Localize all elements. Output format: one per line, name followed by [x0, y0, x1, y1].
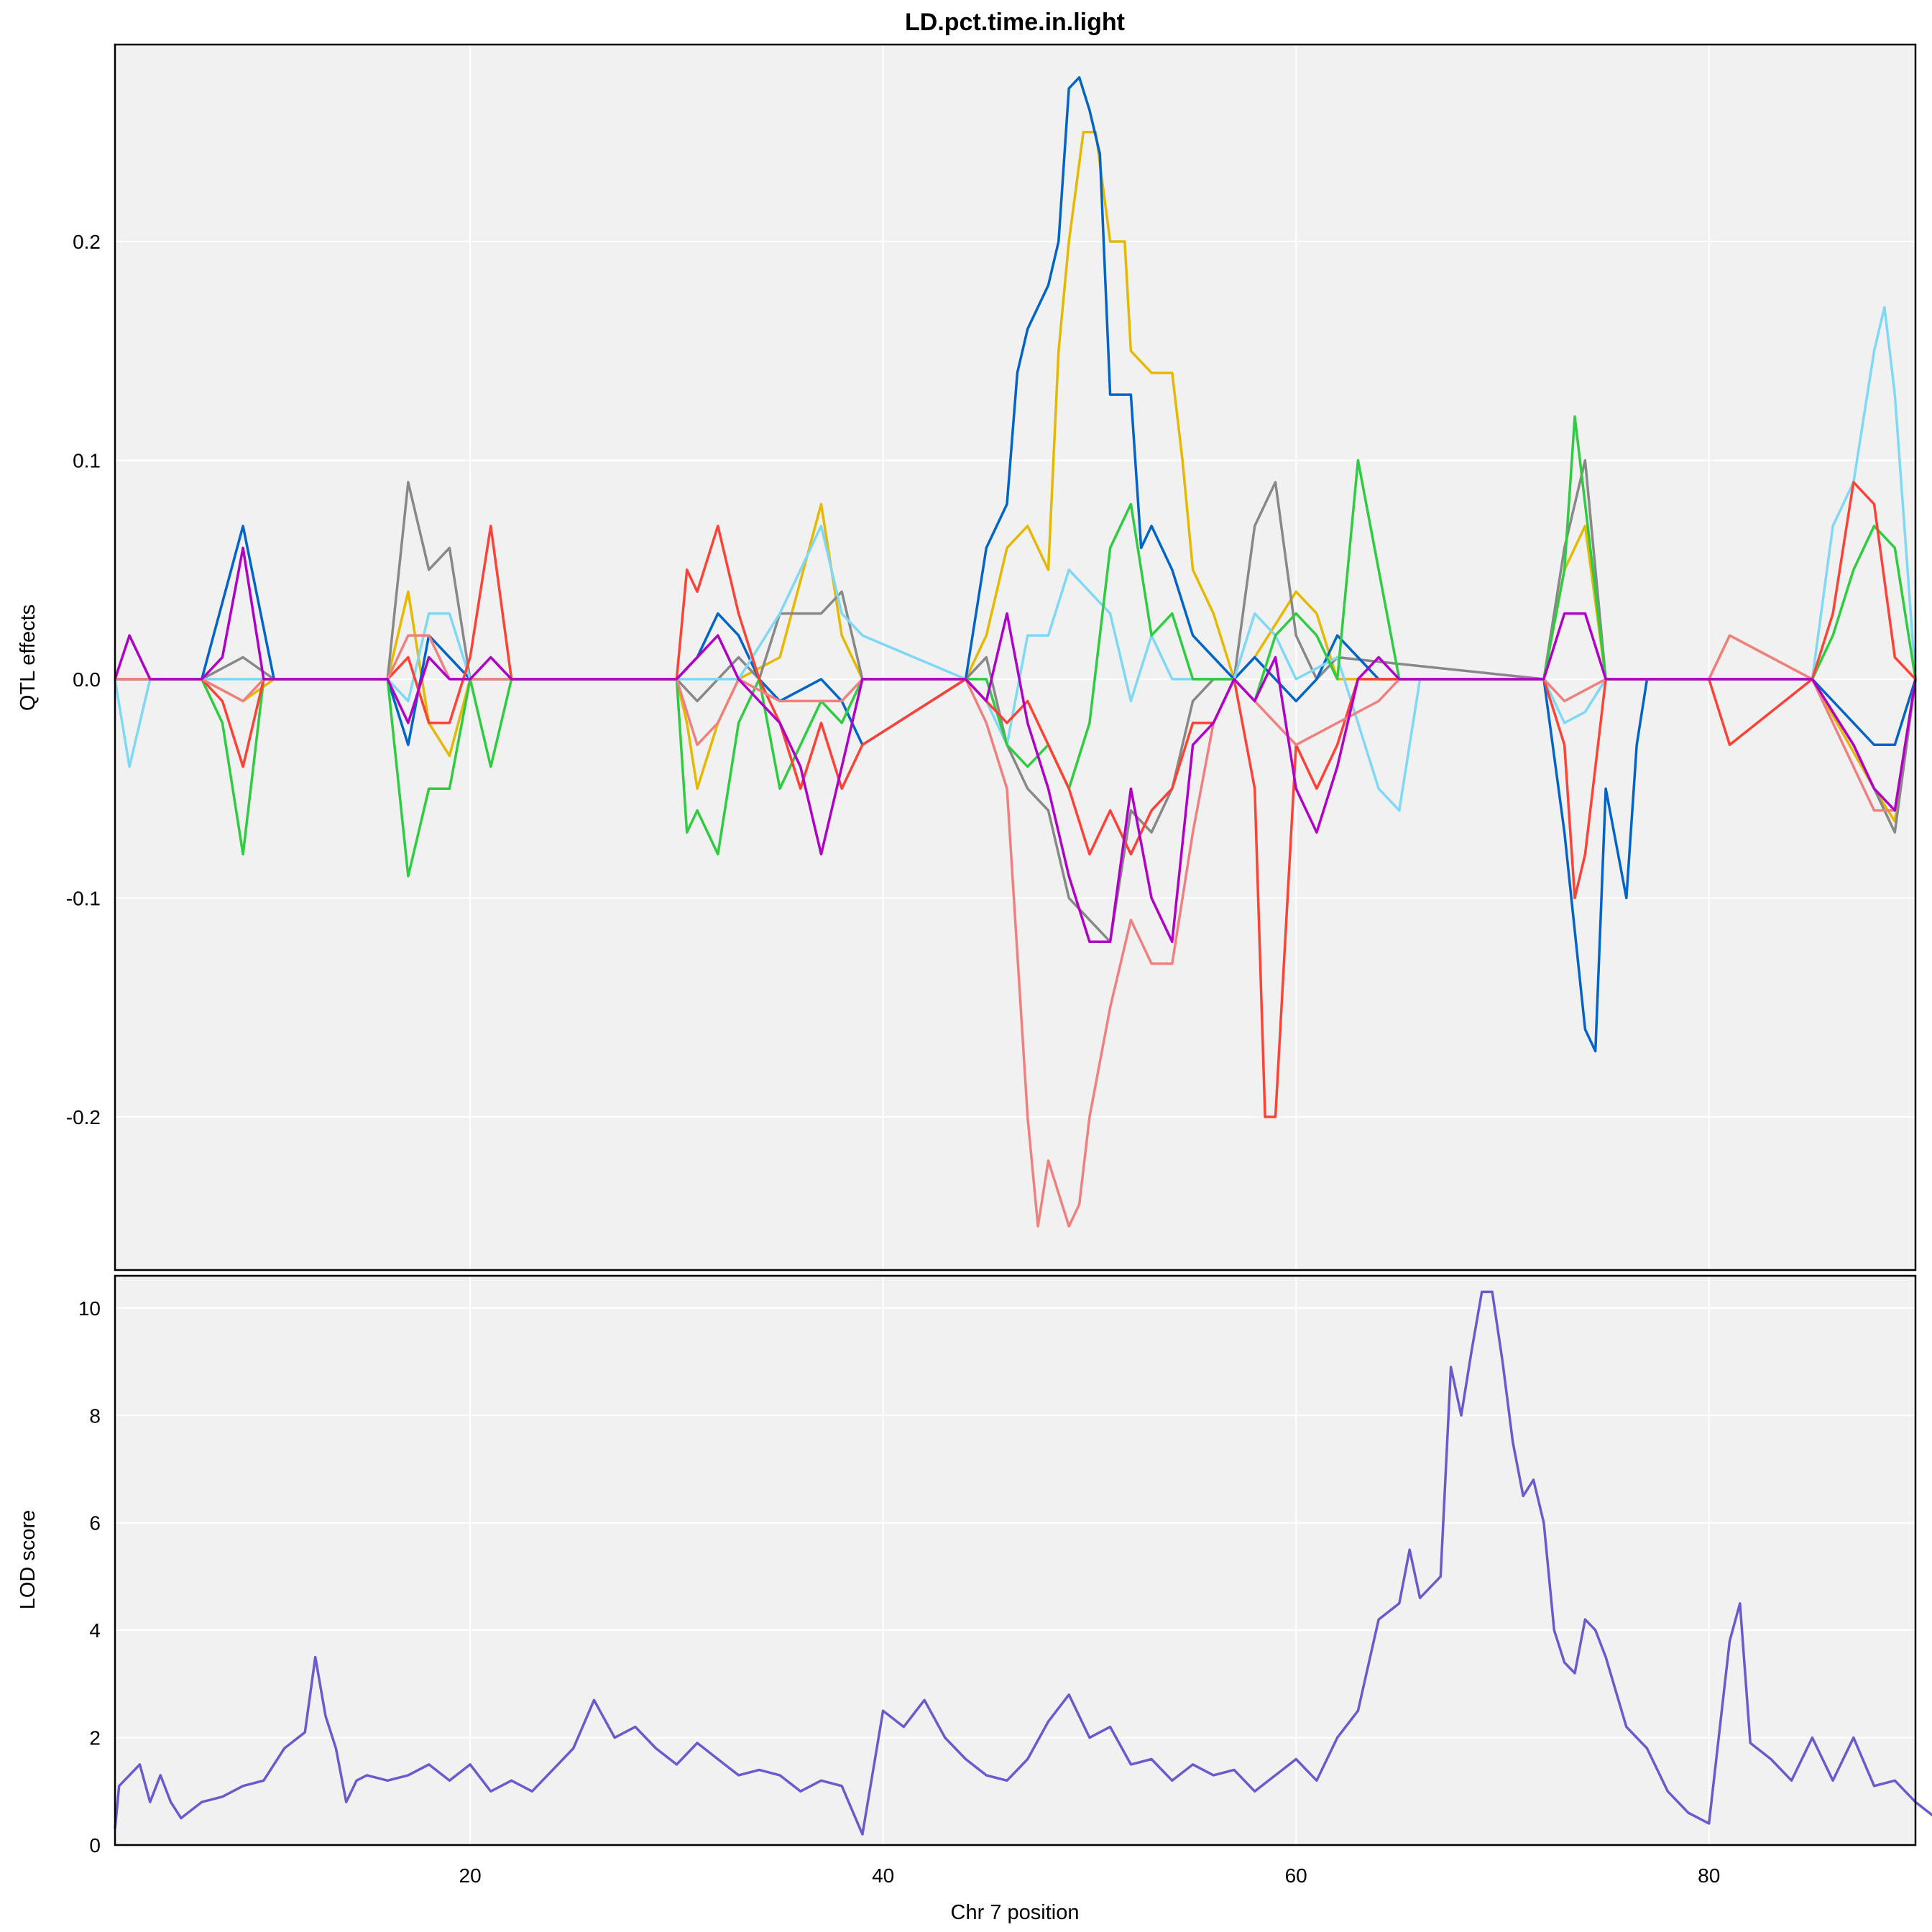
effects-y-tick-label: 0.1: [73, 449, 101, 472]
effects-series-line-7: [114, 546, 1917, 944]
x-tick-label: 20: [459, 1864, 482, 1887]
effects-y-tick-label: -0.2: [66, 1106, 101, 1128]
lod-series-group: [114, 1290, 1932, 1836]
lod-y-tick-label: 4: [89, 1619, 101, 1642]
effects-series-group: [114, 75, 1917, 1228]
lod-y-ticks: 0 2 4 6 8 10: [78, 1297, 101, 1857]
effects-panel-frame: [114, 43, 1917, 1271]
effects-y-axis-label: QTL effects: [17, 604, 40, 711]
effects-y-tick-label: 0.2: [73, 231, 101, 253]
x-tick-label: 40: [872, 1864, 894, 1887]
lod-y-tick-label: 2: [89, 1727, 101, 1749]
effects-panel: -0.2 -0.1 0.0 0.1 0.2 QTL effects: [17, 43, 1917, 1271]
x-tick-label: 80: [1698, 1864, 1720, 1887]
lod-panel: 0 2 4 6 8 10 20 40 60 80 LOD score Chr 7 positio…: [17, 1274, 1932, 1924]
effects-series-line-5: [115, 481, 1917, 1118]
lod-panel-frame: [114, 1274, 1917, 1846]
lod-series-line-0: [114, 1290, 1932, 1836]
chart-title: LD.pct.time.in.light: [905, 9, 1125, 36]
lod-panel-background: [115, 1276, 1915, 1845]
lod-y-tick-label: 0: [89, 1834, 101, 1857]
x-ticks: 20 40 60 80: [459, 1864, 1721, 1887]
effects-y-ticks: -0.2 -0.1 0.0 0.1 0.2: [66, 231, 101, 1128]
lod-y-tick-label: 8: [89, 1404, 101, 1427]
effects-y-tick-label: 0.0: [73, 668, 101, 691]
effects-series-line-3: [114, 305, 1917, 812]
lod-y-axis-label: LOD score: [17, 1510, 40, 1610]
x-axis-label: Chr 7 position: [951, 1901, 1080, 1924]
lod-y-tick-label: 6: [89, 1512, 101, 1535]
effects-y-tick-label: -0.1: [66, 887, 101, 909]
lod-y-tick-label: 10: [78, 1297, 101, 1320]
x-tick-label: 60: [1285, 1864, 1307, 1887]
